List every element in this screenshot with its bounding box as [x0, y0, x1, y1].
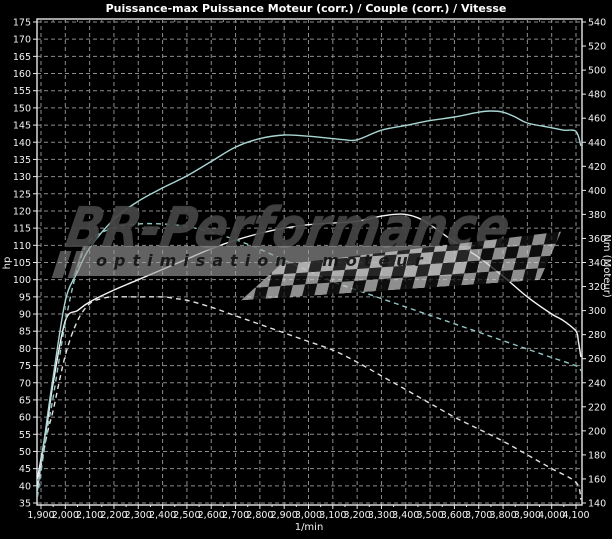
x-tick-label: 3,700	[465, 510, 492, 521]
y-left-tick-label: 125	[13, 189, 31, 200]
y-left-tick-label: 85	[19, 327, 31, 338]
x-axis-unit: 1/min	[295, 522, 324, 533]
axis-ticks	[33, 19, 586, 509]
y-right-tick-label: 220	[588, 402, 606, 413]
y-right-axis-unit: Nm (Moteur)	[601, 234, 612, 298]
y-left-tick-label: 70	[19, 378, 31, 389]
y-right-tick-label: 440	[588, 138, 606, 149]
y-left-tick-label: 65	[19, 395, 31, 406]
x-tick-label: 4,000	[538, 510, 565, 521]
y-right-tick-label: 480	[588, 90, 606, 101]
y-left-tick-label: 35	[19, 499, 31, 510]
y-left-tick-label: 130	[13, 172, 31, 183]
y-left-tick-label: 40	[19, 481, 31, 492]
y-right-tick-label: 180	[588, 450, 606, 461]
y-left-tick-label: 90	[19, 310, 31, 321]
y-left-tick-label: 115	[13, 224, 31, 235]
y-right-tick-label: 320	[588, 282, 606, 293]
y-right-tick-label: 260	[588, 354, 606, 365]
y-right-tick-label: 300	[588, 306, 606, 317]
y-right-tick-label: 380	[588, 210, 606, 221]
y-left-tick-label: 55	[19, 430, 31, 441]
y-left-tick-label: 95	[19, 292, 31, 303]
y-right-tick-label: 140	[588, 499, 606, 510]
x-tick-label: 4,100	[562, 510, 589, 521]
y-left-tick-label: 110	[13, 241, 31, 252]
x-tick-label: 1,900	[27, 510, 54, 521]
chart-title: Puissance-max Puissance Moteur (corr.) /…	[105, 2, 507, 15]
series-vitesse	[37, 222, 582, 498]
x-tick-label: 2,400	[149, 510, 176, 521]
x-tick-label: 2,200	[100, 510, 127, 521]
y-left-tick-label: 60	[19, 413, 31, 424]
x-tick-label: 2,500	[173, 510, 200, 521]
y-right-tick-label: 420	[588, 162, 606, 173]
y-right-tick-label: 200	[588, 426, 606, 437]
y-left-tick-label: 150	[13, 103, 31, 114]
y-right-tick-label: 360	[588, 234, 606, 245]
y-left-tick-label: 100	[13, 275, 31, 286]
y-left-tick-label: 175	[13, 18, 31, 29]
x-tick-label: 3,900	[514, 510, 541, 521]
y-left-tick-label: 155	[13, 86, 31, 97]
y-left-tick-label: 45	[19, 464, 31, 475]
y-right-tick-label: 160	[588, 474, 606, 485]
x-tick-label: 2,000	[52, 510, 79, 521]
y-left-tick-label: 145	[13, 121, 31, 132]
y-right-tick-label: 460	[588, 114, 606, 125]
y-right-tick-label: 240	[588, 378, 606, 389]
y-left-axis-unit: hp	[2, 257, 13, 270]
grid	[37, 19, 582, 505]
x-tick-label: 2,300	[125, 510, 152, 521]
curves	[37, 110, 582, 500]
x-tick-label: 2,900	[271, 510, 298, 521]
y-left-tick-label: 105	[13, 258, 31, 269]
y-left-tick-label: 140	[13, 138, 31, 149]
x-tick-label: 2,100	[76, 510, 103, 521]
x-tick-label: 3,000	[295, 510, 322, 521]
x-tick-label: 3,800	[489, 510, 516, 521]
x-tick-label: 2,600	[198, 510, 225, 521]
y-left-tick-label: 120	[13, 206, 31, 217]
x-tick-label: 3,400	[392, 510, 419, 521]
x-tick-label: 3,300	[368, 510, 395, 521]
y-left-tick-label: 50	[19, 447, 31, 458]
y-left-tick-label: 170	[13, 35, 31, 46]
y-right-tick-label: 500	[588, 66, 606, 77]
x-tick-label: 3,500	[416, 510, 443, 521]
x-tick-label: 3,600	[441, 510, 468, 521]
y-left-tick-label: 135	[13, 155, 31, 166]
y-left-tick-label: 160	[13, 69, 31, 80]
series-puissance-max	[37, 296, 582, 500]
y-right-tick-label: 400	[588, 186, 606, 197]
y-left-tick-label: 75	[19, 361, 31, 372]
y-right-tick-label: 540	[588, 18, 606, 29]
x-tick-label: 3,200	[344, 510, 371, 521]
x-tick-label: 2,700	[222, 510, 249, 521]
y-left-tick-label: 80	[19, 344, 31, 355]
y-right-tick-label: 280	[588, 330, 606, 341]
y-left-tick-label: 165	[13, 52, 31, 63]
y-right-tick-label: 340	[588, 258, 606, 269]
y-right-tick-label: 520	[588, 42, 606, 53]
x-tick-label: 3,100	[319, 510, 346, 521]
x-tick-label: 2,800	[246, 510, 273, 521]
